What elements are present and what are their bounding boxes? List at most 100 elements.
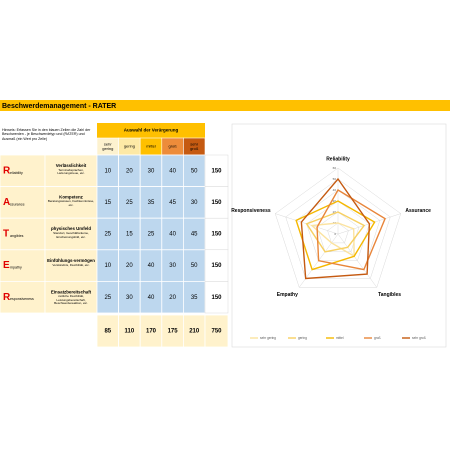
series-line (300, 177, 371, 280)
cell-value: 25 (126, 200, 133, 206)
group-header-cell (97, 123, 205, 138)
category-label: Empathy (277, 292, 298, 298)
category-label: Reliability (326, 156, 350, 162)
cell-value: 25 (104, 232, 111, 238)
series-line (305, 211, 366, 253)
column-total: 210 (189, 329, 200, 335)
row-desc-box: zeitliche Flexibilität, Leistungsbereits… (54, 295, 88, 306)
rater-letter: T (3, 229, 9, 240)
row-total: 150 (211, 200, 222, 206)
row-total: 150 (211, 168, 222, 174)
cell-value: 30 (169, 263, 176, 269)
rater-word: mpathy (10, 266, 22, 270)
column-header: groß (168, 144, 177, 149)
legend-label: gering (298, 336, 307, 340)
rater-letter: R (3, 292, 11, 303)
cell-value: 40 (169, 232, 176, 238)
cell-value: 20 (169, 295, 176, 301)
legend-label: sehr groß (412, 336, 426, 340)
sheet-title: Beschwerdemanagement - RATER (2, 103, 116, 110)
column-total: 175 (168, 329, 179, 335)
column-header: mittel (146, 144, 156, 149)
cell-value: 35 (148, 200, 155, 206)
cell-value: 30 (191, 200, 198, 206)
row-total: 150 (211, 263, 222, 269)
header-bar (0, 100, 450, 111)
spoke (337, 233, 377, 288)
cell-value: 20 (126, 168, 133, 174)
row-label-cell (0, 249, 46, 282)
row-desc-cell (44, 217, 98, 251)
row-total: 150 (211, 295, 222, 301)
r-tick-label: 40 (333, 188, 337, 192)
cell-value: 10 (104, 168, 111, 174)
row-desc-box: Beratungswissen, Fachkenntnisse, etc. (47, 200, 95, 207)
series-line (316, 189, 386, 271)
instructions: Hinweis: Erfassen Sie in den blauen Zell… (2, 128, 91, 141)
row-description: Terminabsprachen, Lieferungstreue, etc. (57, 168, 85, 176)
row-desc-box: Standort, Geschäftsräume, Erscheinungsbi… (53, 232, 89, 239)
cell-value: 40 (148, 295, 155, 301)
cell-value: 40 (169, 168, 176, 174)
row-title: Verlässlichkeit (56, 163, 87, 168)
row-title: physisches Umfeld (51, 226, 91, 231)
rater-word: angibles (10, 234, 24, 238)
row-title: Einfühlungs-vermögen (47, 258, 95, 263)
row-title: Einsatzbereitschaft (51, 289, 92, 294)
column-total: 170 (146, 329, 157, 335)
cell-value: 20 (126, 263, 133, 269)
r-tick-label: 30 (333, 199, 337, 203)
grid-ring (295, 189, 381, 270)
cell-value: 25 (148, 232, 155, 238)
rater-letter: A (3, 197, 10, 208)
cell-value: 30 (148, 168, 155, 174)
cell-value: 10 (104, 263, 111, 269)
legend-label: groß (374, 336, 381, 340)
r-tick-label: 0 (334, 232, 336, 236)
instructions-box: Hinweis: Erfassen Sie in den blauen Zell… (2, 128, 91, 141)
rater-word: esponsiveness (10, 297, 34, 301)
row-description: Verständnis, Flexibilität, etc. (52, 263, 90, 267)
cell-value: 30 (126, 295, 133, 301)
cell-value: 35 (191, 295, 198, 301)
row-label-cell (0, 186, 46, 219)
group-header: Auswahl der Verärgerung (124, 128, 179, 133)
row-description: Standort, Geschäftsräume, Erscheinungsbi… (53, 232, 89, 239)
cell-value: 40 (148, 263, 155, 269)
grid-ring (285, 178, 391, 279)
r-tick-label: 60 (333, 166, 337, 170)
cell-value: 15 (104, 200, 111, 206)
cell-value: 45 (191, 232, 198, 238)
legend-label: sehr gering (260, 336, 276, 340)
column-header: sehr groß (190, 141, 199, 151)
column-header: sehr gering (102, 141, 113, 151)
row-desc-cell (44, 280, 98, 314)
row-description: Beratungswissen, Fachkenntnisse, etc. (47, 200, 95, 207)
cell-value: 50 (191, 168, 198, 174)
column-total: 110 (125, 329, 135, 335)
column-header: gering (124, 144, 135, 149)
row-desc-box: Terminabsprachen, Lieferungstreue, etc. (57, 168, 85, 176)
row-label-cell (0, 280, 46, 314)
grid-ring (274, 167, 402, 288)
row-description: zeitliche Flexibilität, Leistungsbereits… (54, 295, 88, 306)
cell-value: 45 (169, 200, 176, 206)
row-title: Kompetenz (59, 195, 83, 200)
rater-word: ssurance (10, 202, 25, 206)
grand-total-cell (204, 314, 229, 348)
r-tick-label: 50 (333, 177, 337, 181)
grand-total: 750 (211, 329, 222, 335)
grid-ring (327, 222, 349, 244)
cell-value: 50 (191, 263, 198, 269)
legend-label: mittel (336, 336, 344, 340)
row-total: 150 (211, 232, 222, 238)
total-cell (204, 281, 229, 314)
r-tick-label: 20 (333, 210, 337, 214)
series-line (310, 222, 355, 258)
row-desc-box: Verständnis, Flexibilität, etc. (52, 263, 90, 267)
cell-value: 25 (104, 295, 111, 301)
category-label: Assurance (405, 208, 431, 214)
column-total: 85 (104, 329, 111, 335)
category-label: Tangibles (378, 292, 401, 298)
